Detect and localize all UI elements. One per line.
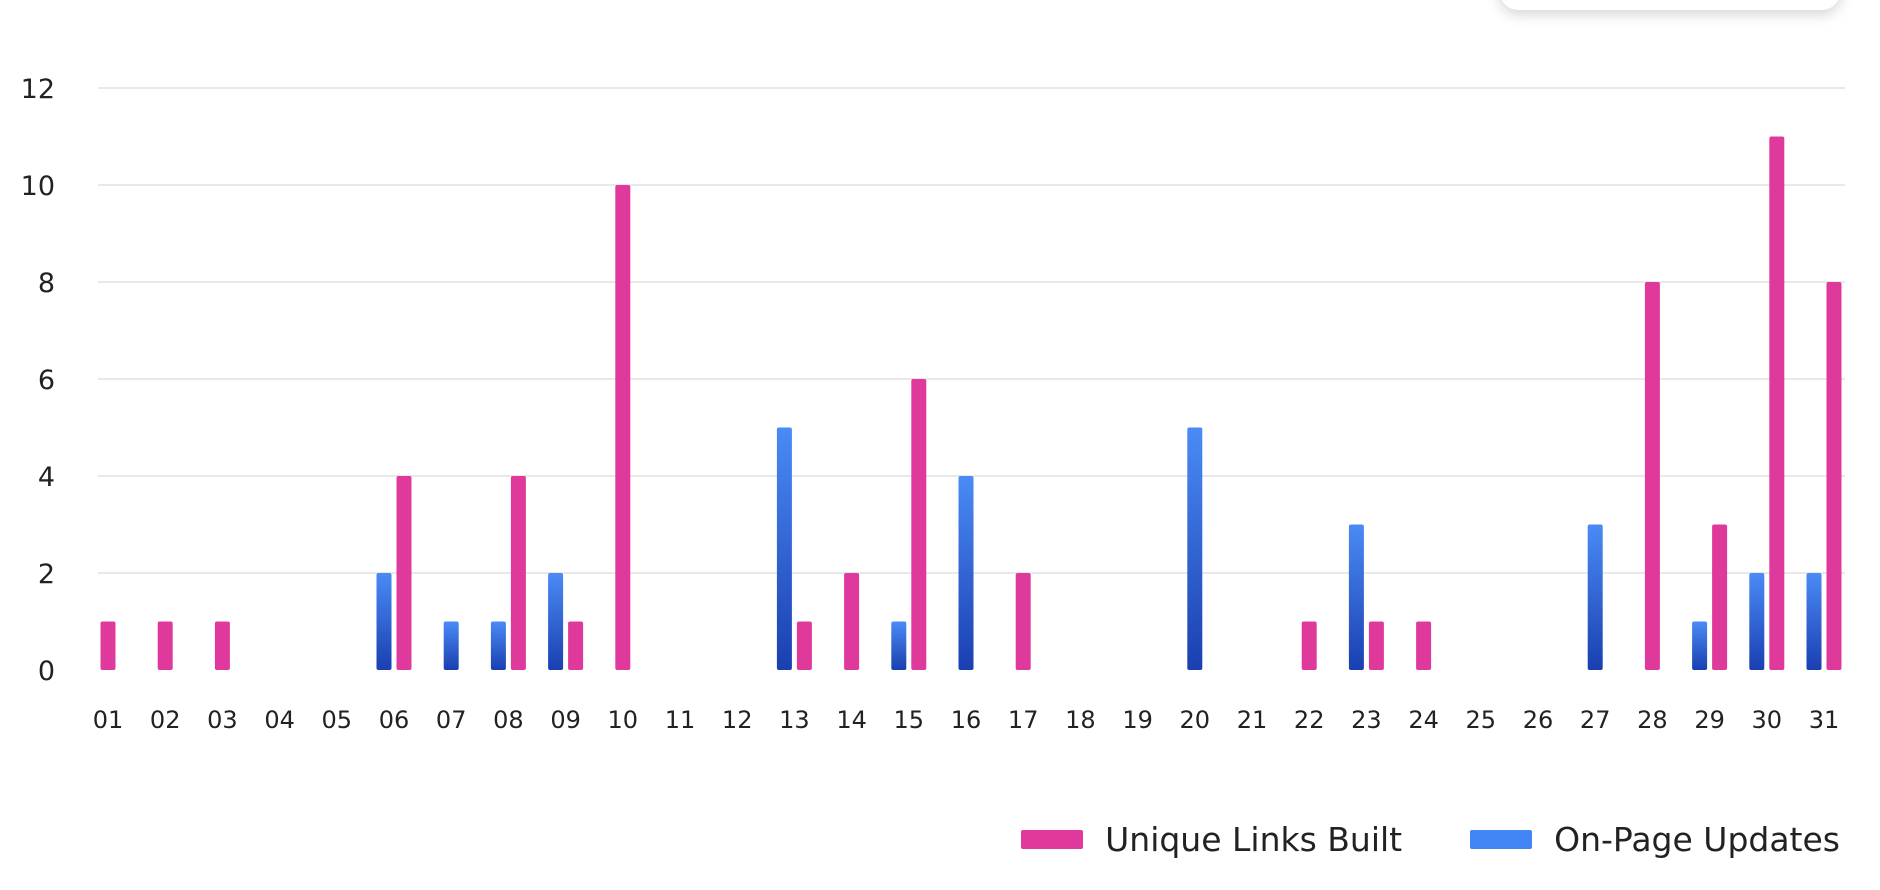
bar-on-page-updates[interactable] bbox=[1806, 573, 1822, 670]
bar-on-page-updates[interactable] bbox=[376, 573, 392, 670]
legend-label-updates: On-Page Updates bbox=[1554, 820, 1840, 859]
x-tick-label: 02 bbox=[150, 706, 181, 734]
y-tick-label: 2 bbox=[38, 559, 55, 590]
bar-unique-links-built[interactable] bbox=[510, 476, 526, 670]
y-tick-label: 10 bbox=[21, 171, 55, 202]
x-tick-label: 29 bbox=[1694, 706, 1725, 734]
x-tick-label: 20 bbox=[1180, 706, 1211, 734]
bar-unique-links-built[interactable] bbox=[568, 621, 584, 671]
x-tick-label: 30 bbox=[1752, 706, 1783, 734]
y-tick-label: 6 bbox=[38, 365, 55, 396]
bar-on-page-updates[interactable] bbox=[1692, 621, 1708, 671]
x-tick-label: 28 bbox=[1637, 706, 1668, 734]
bar-unique-links-built[interactable] bbox=[1015, 573, 1031, 670]
bar-unique-links-built[interactable] bbox=[1644, 282, 1660, 670]
bar-on-page-updates[interactable] bbox=[776, 427, 792, 671]
x-tick-label: 03 bbox=[207, 706, 238, 734]
x-tick-label: 09 bbox=[550, 706, 581, 734]
bar-on-page-updates[interactable] bbox=[1187, 427, 1203, 671]
x-axis-ticks: 01 02 03 04 05 06 07 08 09 10 11 12 13 14 15 16 17 18 19 20… bbox=[93, 706, 1840, 734]
x-tick-label: 24 bbox=[1408, 706, 1439, 734]
x-tick-label: 19 bbox=[1122, 706, 1153, 734]
bar-on-page-updates[interactable] bbox=[548, 573, 564, 670]
x-tick-label: 13 bbox=[779, 706, 810, 734]
x-tick-label: 05 bbox=[322, 706, 353, 734]
x-tick-label: 10 bbox=[608, 706, 639, 734]
x-tick-label: 23 bbox=[1351, 706, 1382, 734]
x-tick-label: 18 bbox=[1065, 706, 1096, 734]
top-card-shadow bbox=[1500, 0, 1840, 10]
y-tick-label: 8 bbox=[38, 268, 55, 299]
x-tick-label: 17 bbox=[1008, 706, 1039, 734]
x-tick-label: 08 bbox=[493, 706, 524, 734]
legend-label-links: Unique Links Built bbox=[1105, 820, 1403, 859]
x-tick-label: 04 bbox=[264, 706, 295, 734]
x-tick-label: 11 bbox=[665, 706, 696, 734]
bar-on-page-updates[interactable] bbox=[443, 621, 459, 671]
legend-swatch-updates bbox=[1470, 830, 1533, 849]
bar-unique-links-built[interactable] bbox=[615, 185, 631, 670]
x-tick-label: 15 bbox=[894, 706, 925, 734]
bar-unique-links-built[interactable] bbox=[1368, 621, 1384, 671]
y-axis-ticks: 0 2 4 6 8 10 12 bbox=[21, 74, 55, 687]
legend-item-links[interactable]: Unique Links Built bbox=[1021, 820, 1402, 859]
bar-unique-links-built[interactable] bbox=[1826, 282, 1842, 670]
x-tick-label: 16 bbox=[951, 706, 982, 734]
bar-unique-links-built[interactable] bbox=[214, 621, 230, 671]
bar-unique-links-built[interactable] bbox=[396, 476, 412, 670]
x-tick-label: 26 bbox=[1523, 706, 1554, 734]
y-tick-label: 12 bbox=[21, 74, 55, 105]
bars bbox=[100, 136, 1842, 671]
bar-on-page-updates[interactable] bbox=[1587, 524, 1603, 671]
bar-unique-links-built[interactable] bbox=[1769, 136, 1785, 671]
bar-unique-links-built[interactable] bbox=[1416, 621, 1432, 671]
grid-lines bbox=[98, 87, 1845, 574]
x-tick-label: 07 bbox=[436, 706, 467, 734]
x-tick-label: 31 bbox=[1809, 706, 1840, 734]
bar-unique-links-built[interactable] bbox=[911, 379, 927, 670]
legend-item-updates[interactable]: On-Page Updates bbox=[1470, 820, 1840, 859]
x-tick-label: 14 bbox=[836, 706, 867, 734]
bar-unique-links-built[interactable] bbox=[796, 621, 812, 671]
bar-on-page-updates[interactable] bbox=[490, 621, 506, 671]
bar-unique-links-built[interactable] bbox=[1301, 621, 1317, 671]
y-tick-label: 4 bbox=[38, 462, 55, 493]
legend: Unique Links Built On-Page Updates bbox=[1021, 820, 1840, 859]
x-tick-label: 21 bbox=[1237, 706, 1268, 734]
bar-on-page-updates[interactable] bbox=[1749, 573, 1765, 670]
bar-on-page-updates[interactable] bbox=[1348, 524, 1364, 671]
x-tick-label: 12 bbox=[722, 706, 753, 734]
bar-unique-links-built[interactable] bbox=[1712, 524, 1728, 671]
x-tick-label: 27 bbox=[1580, 706, 1611, 734]
bar-unique-links-built[interactable] bbox=[157, 621, 173, 671]
bar-on-page-updates[interactable] bbox=[891, 621, 907, 671]
bar-unique-links-built[interactable] bbox=[844, 573, 860, 670]
bar-unique-links-built[interactable] bbox=[100, 621, 116, 671]
x-tick-label: 22 bbox=[1294, 706, 1325, 734]
y-tick-label: 0 bbox=[38, 656, 55, 687]
x-tick-label: 25 bbox=[1466, 706, 1497, 734]
x-tick-label: 01 bbox=[93, 706, 124, 734]
x-tick-label: 06 bbox=[379, 706, 410, 734]
bar-on-page-updates[interactable] bbox=[958, 476, 974, 670]
legend-swatch-links bbox=[1021, 830, 1084, 849]
